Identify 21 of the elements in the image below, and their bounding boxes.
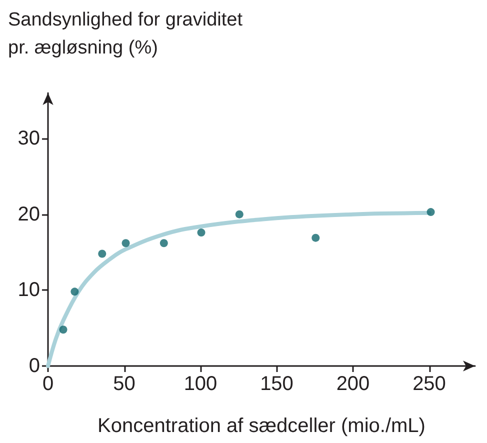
x-tick-label: 50 <box>113 373 136 395</box>
x-tick-label: 100 <box>184 373 218 395</box>
y-tick-label: 30 <box>18 128 40 150</box>
x-tick-label: 0 <box>42 373 54 395</box>
y-tick-label: 20 <box>18 203 40 226</box>
point <box>59 326 68 334</box>
x-tick-label: 250 <box>412 373 446 395</box>
point <box>426 208 435 216</box>
x-axis-title: Koncentration af sædceller (mio./mL) <box>98 415 426 437</box>
y-tick-label: 10 <box>18 279 40 302</box>
y-tick-label: 0 <box>28 355 40 377</box>
point <box>197 228 206 237</box>
point <box>70 288 79 296</box>
point <box>235 210 244 218</box>
y-axis-title: Sandsynlighed for graviditet pr. ægløsning (%) <box>8 10 248 58</box>
point <box>312 234 320 242</box>
x-tick-label: 200 <box>336 373 370 395</box>
point <box>122 239 130 248</box>
point <box>160 239 168 248</box>
x-tick-label: 150 <box>260 373 294 395</box>
point <box>98 250 106 258</box>
